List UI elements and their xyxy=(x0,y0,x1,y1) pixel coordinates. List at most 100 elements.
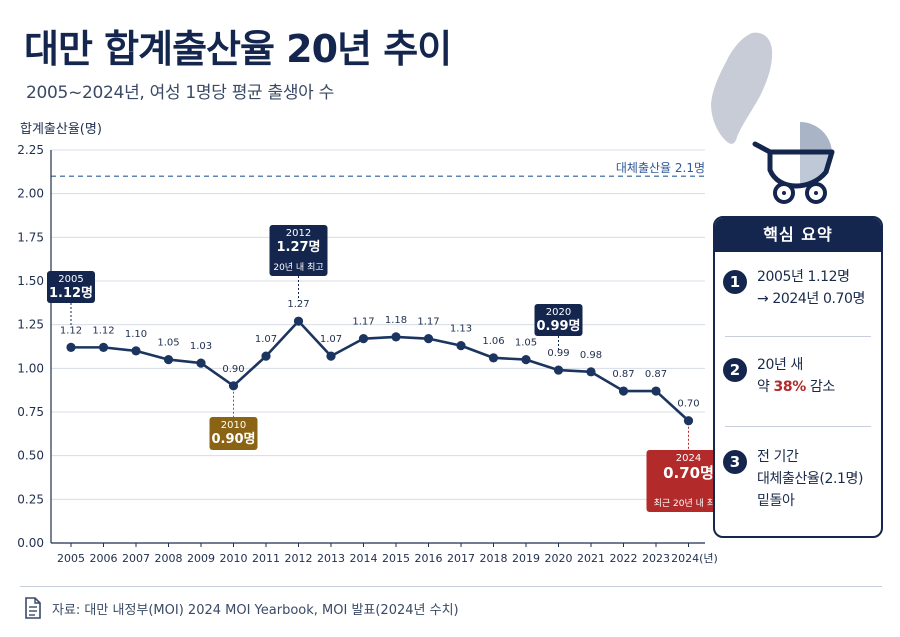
summary-panel: 핵심 요약 1 2005년 1.12명 → 2024년 0.70명 2 20년 … xyxy=(713,216,883,538)
data-label: 1.05 xyxy=(515,338,537,349)
x-tick-label: 2011 xyxy=(252,552,280,565)
callout-note: 최근 20년 내 최저 xyxy=(654,498,724,509)
summary-line: 2005년 1.12명 xyxy=(757,269,850,285)
summary-line: 20년 새 xyxy=(757,357,804,373)
callout-box xyxy=(47,271,95,303)
data-point xyxy=(683,416,694,426)
grid xyxy=(51,149,705,544)
data-label: 1.27 xyxy=(287,299,309,310)
summary-text-part: 약 xyxy=(757,379,774,395)
x-tick-label: 2012 xyxy=(285,552,313,565)
summary-text: 20년 새 약 38% 감소 xyxy=(757,354,835,398)
y-tick-label: 0.25 xyxy=(17,492,44,506)
summary-text: 전 기간 대체출산율(2.1명) 밑돌아 xyxy=(757,446,863,512)
data-label: 1.07 xyxy=(320,334,342,345)
summary-number: 3 xyxy=(723,450,747,474)
y-tick-label: 2.00 xyxy=(17,187,44,201)
page-subtitle: 2005~2024년, 여성 1명당 평균 출생아 수 xyxy=(26,83,334,103)
reference-line: 대체출산율 2.1명 xyxy=(51,161,705,177)
page-title: 대만 합계출산율 20년 추이 xyxy=(24,27,452,71)
callout-box xyxy=(269,225,328,276)
callout-note: 20년 내 최고 xyxy=(273,262,323,273)
callout-value: 1.12명 xyxy=(49,285,93,301)
callout-value: 1.27명 xyxy=(276,239,320,255)
summary-text: 2005년 1.12명 → 2024년 0.70명 xyxy=(757,266,865,310)
data-label: 0.90 xyxy=(222,364,244,375)
data-point xyxy=(586,367,596,377)
data-point xyxy=(66,342,76,352)
callout-value: 0.90명 xyxy=(211,431,255,447)
summary-number: 1 xyxy=(723,270,747,294)
data-point xyxy=(196,358,206,368)
data-point xyxy=(423,334,434,344)
y-axis-label: 합계출산율(명) xyxy=(20,122,102,137)
callout-year: 2012 xyxy=(286,228,311,239)
data-label: 0.70 xyxy=(677,399,699,410)
axes: 합계출산율(명) 0.00 0.25 0.50 0.75 1.00 1.25 1.50 1.75… xyxy=(17,122,718,565)
x-tick-label: 2024(년) xyxy=(671,552,718,565)
divider xyxy=(725,336,871,337)
summary-line: 밑돌아 xyxy=(757,493,795,509)
summary-title: 핵심 요약 xyxy=(715,218,881,252)
data-label: 1.07 xyxy=(255,334,277,345)
series: 1.12 1.12 1.10 1.05 1.03 0.90 1.07 1.27 1.07 1.17… xyxy=(60,299,700,426)
data-point xyxy=(618,386,629,396)
data-label: 1.17 xyxy=(417,317,439,328)
callout-value: 0.99명 xyxy=(536,318,580,334)
data-point xyxy=(326,351,336,361)
callout-box xyxy=(209,417,258,450)
x-tick-label: 2007 xyxy=(122,552,150,565)
data-point xyxy=(391,332,401,342)
x-tick-label: 2015 xyxy=(382,552,410,565)
data-label: 1.17 xyxy=(352,317,374,328)
data-label: 1.13 xyxy=(450,324,472,335)
y-tick-label: 2.25 xyxy=(17,143,44,157)
data-point xyxy=(131,346,141,356)
data-label: 1.12 xyxy=(92,325,114,336)
x-tick-label: 2019 xyxy=(512,552,540,565)
document-icon xyxy=(25,597,41,619)
reference-line-label: 대체출산율 2.1명 xyxy=(616,161,705,175)
x-tick-label: 2009 xyxy=(187,552,215,565)
callout-year: 2024 xyxy=(676,453,701,464)
callout-box xyxy=(646,450,731,512)
data-point xyxy=(163,355,174,365)
data-label: 0.99 xyxy=(547,348,569,359)
y-tick-label: 1.00 xyxy=(17,361,44,375)
data-point xyxy=(488,353,499,363)
data-point xyxy=(651,386,661,396)
x-tick-label: 2005 xyxy=(57,552,85,565)
data-label: 1.18 xyxy=(385,315,407,326)
summary-line: → 2024년 0.70명 xyxy=(757,291,865,307)
y-tick-label: 0.75 xyxy=(17,405,44,419)
data-label: 1.03 xyxy=(190,341,212,352)
data-point xyxy=(98,342,109,352)
y-tick-label: 1.75 xyxy=(17,230,44,244)
data-point xyxy=(228,381,239,391)
x-tick-label: 2006 xyxy=(90,552,118,565)
taiwan-map-icon xyxy=(711,32,773,144)
callout-year: 2010 xyxy=(221,420,246,431)
baby-stroller-icon xyxy=(752,121,835,204)
x-tick-label: 2017 xyxy=(447,552,475,565)
x-tick-label: 2022 xyxy=(610,552,638,565)
x-tick-label: 2018 xyxy=(480,552,508,565)
data-point xyxy=(553,365,564,375)
summary-line: 전 기간 xyxy=(757,449,799,465)
y-tick-label: 1.25 xyxy=(17,318,44,332)
summary-number: 2 xyxy=(723,358,747,382)
x-tick-label: 2016 xyxy=(415,552,443,565)
callout-year: 2020 xyxy=(546,307,571,318)
data-point xyxy=(293,316,304,326)
x-tick-label: 2008 xyxy=(155,552,183,565)
data-label: 1.10 xyxy=(125,329,147,340)
data-point xyxy=(456,341,466,351)
data-label: 0.98 xyxy=(580,350,602,361)
data-label: 1.06 xyxy=(482,336,504,347)
x-tick-label: 2010 xyxy=(220,552,248,565)
data-point xyxy=(358,334,369,344)
summary-line: 약 38% 감소 xyxy=(757,376,835,398)
